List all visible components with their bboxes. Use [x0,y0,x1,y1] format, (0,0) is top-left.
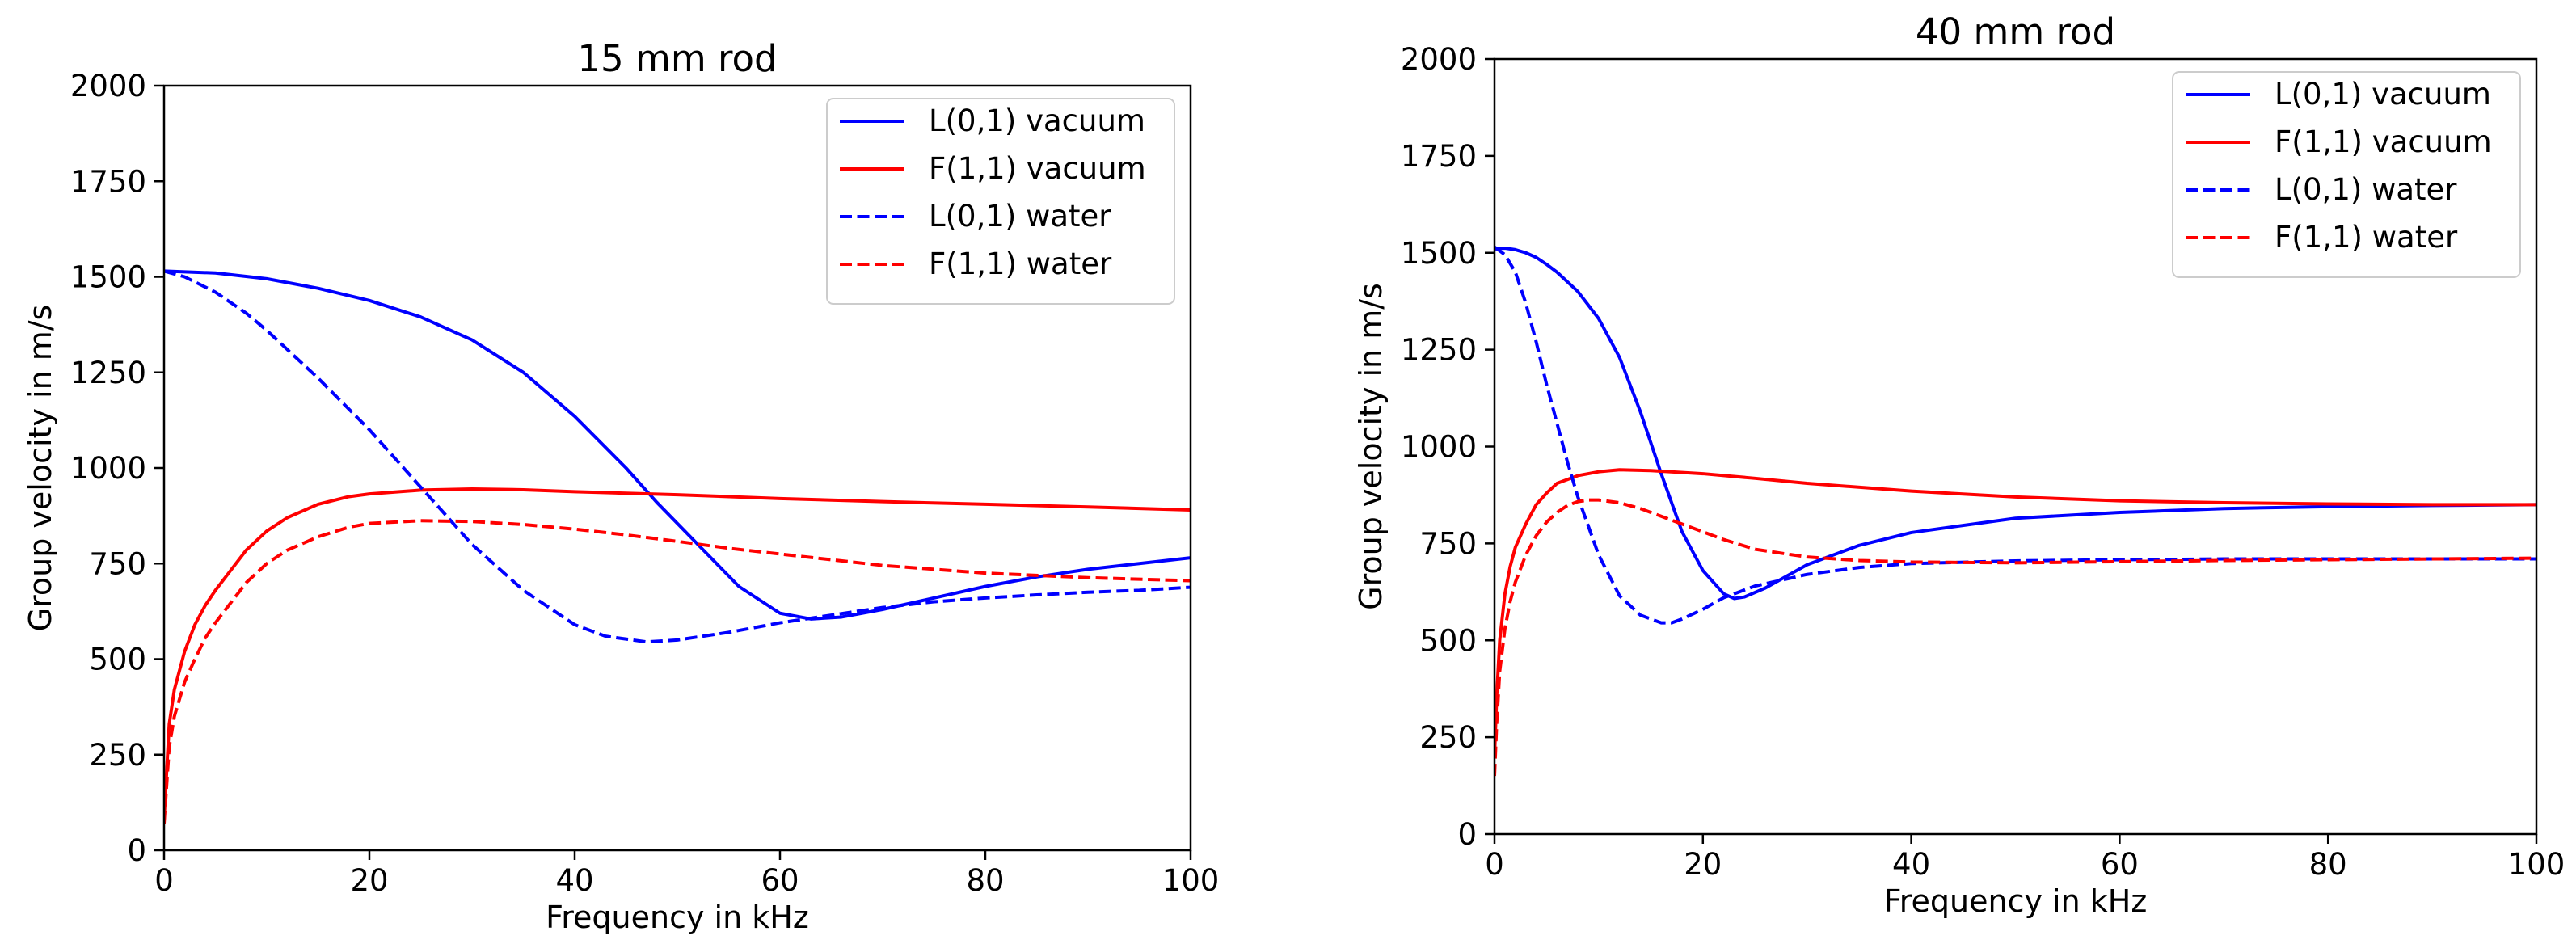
chart-title: 40 mm rod [1916,11,2115,53]
legend-box [826,98,1175,305]
y-axis-label: Group velocity in m/s [23,305,58,632]
x-tick-label: 60 [2101,847,2139,882]
y-tick-label: 750 [89,546,146,581]
legend-label: L(0,1) water [2275,172,2457,207]
y-tick-label: 1750 [1401,139,1477,174]
legend-label: F(1,1) water [929,247,1112,281]
chart-15mm-rod: 0 20 40 60 80 1000250500750100012501500175020… [23,37,1219,935]
x-tick-label: 40 [1892,847,1930,882]
y-tick-label: 250 [1419,720,1477,755]
y-tick-label: 1000 [70,451,146,486]
x-tick-label: 0 [1485,847,1504,882]
y-tick-label: 1500 [1401,236,1477,271]
chart-40mm-rod: 0 20 40 60 80 1000250500750100012501500175020… [1353,11,2565,919]
series-line-l-0-1-vacuum [1495,247,2536,601]
y-tick-label: 1750 [70,164,146,199]
y-tick-label: 2000 [1401,42,1477,77]
x-tick-label: 100 [2508,847,2565,882]
legend-label: L(0,1) water [929,199,1111,234]
x-tick-label: 80 [966,863,1004,898]
y-tick-label: 1000 [1401,430,1477,465]
legend-box [2172,71,2521,278]
y-tick-label: 250 [89,738,146,773]
series-line-l-0-1-water [1495,245,2536,625]
y-tick-label: 0 [127,833,146,868]
legend-label: F(1,1) vacuum [929,151,1146,186]
x-tick-label: 40 [555,863,593,898]
x-tick-label: 80 [2309,847,2347,882]
legend: L(0,1) vacuum F(1,1) vacuum L(0,1) water F(… [2172,71,2521,278]
x-axis-label: Frequency in kHz [1884,883,2148,919]
y-tick-label: 1250 [1401,333,1477,368]
y-tick-label: 0 [1457,817,1477,852]
x-tick-label: 20 [1684,847,1722,882]
legend: L(0,1) vacuum F(1,1) vacuum L(0,1) water F(… [826,98,1175,305]
legend-label: L(0,1) vacuum [929,103,1145,138]
y-tick-label: 1500 [70,260,146,295]
x-tick-label: 60 [761,863,799,898]
chart-title: 15 mm rod [577,37,777,80]
legend-label: F(1,1) vacuum [2275,124,2492,159]
series-line-l-0-1-water [164,269,1191,644]
y-tick-label: 1250 [70,356,146,390]
series-line-f-1-1-vacuum [1495,468,2536,757]
x-tick-label: 20 [350,863,388,898]
x-tick-label: 0 [154,863,174,898]
y-tick-label: 2000 [70,69,146,103]
y-tick-label: 500 [89,643,146,677]
x-axis-label: Frequency in kHz [546,900,809,935]
series-line-f-1-1-water [164,519,1191,824]
series-line-f-1-1-vacuum [164,487,1191,820]
series-line-f-1-1-water [1495,498,2536,777]
legend-label: F(1,1) water [2275,220,2458,255]
y-tick-label: 500 [1419,623,1477,658]
y-tick-label: 750 [1419,526,1477,561]
x-tick-label: 100 [1162,863,1220,898]
y-axis-label: Group velocity in m/s [1353,283,1389,610]
legend-label: L(0,1) vacuum [2275,77,2491,112]
